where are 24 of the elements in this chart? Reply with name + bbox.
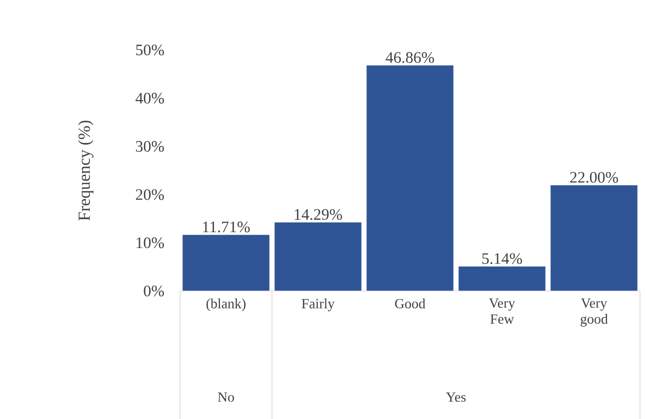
x-tick-label: (blank) — [206, 298, 246, 312]
x-tick-label: Fairly — [302, 298, 335, 312]
y-tick-label: 0% — [144, 286, 164, 296]
data-label: 11.71% — [203, 222, 250, 232]
y-tick-label: 30% — [136, 141, 164, 152]
data-label: 22.00% — [570, 172, 618, 183]
bar — [458, 266, 546, 292]
bar — [366, 64, 454, 292]
y-tick-label: 50% — [136, 44, 164, 56]
text: No — [218, 392, 234, 402]
data-label: 14.29% — [294, 209, 342, 220]
y-tick-label: 20% — [136, 189, 164, 200]
x-tick-label: Very good — [580, 298, 608, 327]
bar — [274, 222, 362, 292]
bar — [550, 184, 638, 292]
x-tick-label: Good — [395, 298, 426, 308]
bar — [182, 234, 270, 292]
y-tick-label: 40% — [136, 92, 164, 104]
y-tick-label: 10% — [136, 237, 164, 248]
x-tick-label: Very Few — [488, 298, 516, 324]
data-label: 5.14% — [482, 253, 522, 264]
data-label: 46.86% — [386, 52, 434, 63]
text: Yes — [446, 392, 466, 402]
y-axis-title: Frequency (%) — [78, 120, 94, 221]
